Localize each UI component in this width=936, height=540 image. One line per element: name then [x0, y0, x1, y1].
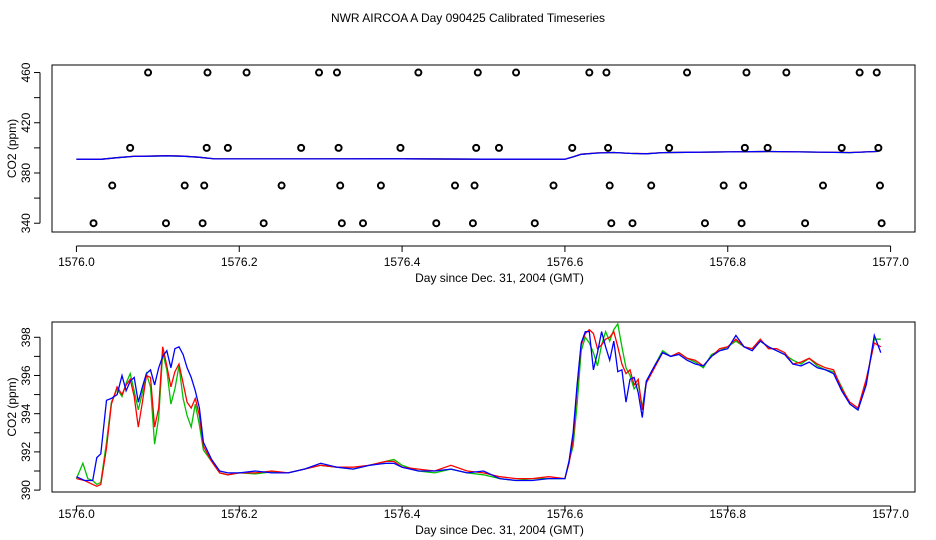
x-tick-label: 1576.6: [547, 507, 584, 521]
data-point: [549, 181, 558, 190]
data-point: [259, 219, 268, 228]
data-point: [737, 219, 746, 228]
data-point: [801, 219, 810, 228]
data-point: [470, 181, 479, 190]
data-point: [472, 143, 481, 152]
data-point: [200, 181, 209, 190]
x-tick-label: 1577.0: [872, 255, 909, 269]
plot-area: [75, 322, 882, 488]
data-point: [359, 219, 368, 228]
data-point: [607, 219, 616, 228]
data-point: [782, 68, 791, 77]
data-point: [740, 143, 749, 152]
data-point: [203, 68, 212, 77]
data-point: [223, 143, 232, 152]
series-line-blue: [76, 150, 879, 160]
data-point: [432, 219, 441, 228]
data-point: [414, 68, 423, 77]
data-point: [604, 143, 613, 152]
data-point: [89, 219, 98, 228]
data-point: [700, 219, 709, 228]
data-point: [605, 181, 614, 190]
data-point: [585, 68, 594, 77]
data-point: [719, 181, 728, 190]
data-point: [396, 143, 405, 152]
data-point: [683, 68, 692, 77]
x-axis-title: Day since Dec. 31, 2004 (GMT): [415, 271, 584, 285]
data-point: [628, 219, 637, 228]
data-point: [297, 143, 306, 152]
data-point: [161, 219, 170, 228]
data-point: [647, 181, 656, 190]
y-tick-label: 394: [19, 403, 33, 423]
data-point: [336, 181, 345, 190]
x-tick-label: 1576.0: [58, 255, 95, 269]
series-line-red: [76, 328, 882, 488]
data-point: [376, 181, 385, 190]
chart-panel-1: 1576.0 1576.2 1576.4 1576.6 1576.8 1577.0 340 3…: [5, 62, 916, 285]
data-point: [242, 68, 251, 77]
data-point: [512, 68, 521, 77]
data-point: [180, 181, 189, 190]
plot-frame: [51, 64, 916, 233]
data-point: [144, 68, 153, 77]
chart-panel-2: 1576.0 1576.2 1576.4 1576.6 1576.8 1577.0 390 3…: [5, 321, 916, 537]
data-point: [332, 68, 341, 77]
y-tick-label: 460: [19, 62, 33, 82]
data-point: [874, 143, 883, 152]
data-point: [530, 219, 539, 228]
x-tick-label: 1576.0: [58, 507, 95, 521]
x-tick-label: 1576.2: [221, 507, 258, 521]
y-tick-label: 396: [19, 365, 33, 385]
series-line-green: [76, 150, 879, 160]
data-point: [468, 219, 477, 228]
x-tick-label: 1576.8: [709, 507, 746, 521]
y-tick-label: 390: [19, 480, 33, 500]
data-point: [872, 68, 881, 77]
x-tick-label: 1576.4: [384, 255, 421, 269]
series-line-red: [76, 150, 879, 160]
y-axis-title: CO2 (ppm): [5, 377, 19, 436]
data-point: [763, 143, 772, 152]
data-point: [742, 68, 751, 77]
data-point: [473, 68, 482, 77]
data-point: [451, 181, 460, 190]
y-tick-label: 340: [19, 213, 33, 233]
y-tick-label: 420: [19, 112, 33, 132]
data-point: [568, 143, 577, 152]
y-tick-label: 398: [19, 327, 33, 347]
data-point: [602, 68, 611, 77]
data-point: [739, 181, 748, 190]
data-point: [665, 143, 674, 152]
x-tick-label: 1577.0: [872, 507, 909, 521]
data-point: [126, 143, 135, 152]
data-point: [855, 68, 864, 77]
data-point: [315, 68, 324, 77]
plot-area: [76, 68, 886, 228]
data-point: [334, 143, 343, 152]
x-tick-label: 1576.4: [384, 507, 421, 521]
data-point: [875, 181, 884, 190]
data-point: [337, 219, 346, 228]
data-point: [198, 219, 207, 228]
series-line-blue: [76, 330, 882, 482]
x-axis-title: Day since Dec. 31, 2004 (GMT): [415, 523, 584, 537]
data-point: [494, 143, 503, 152]
x-tick-label: 1576.8: [709, 255, 746, 269]
x-tick-label: 1576.2: [221, 255, 258, 269]
data-point: [877, 219, 886, 228]
y-tick-label: 380: [19, 163, 33, 183]
data-point: [202, 143, 211, 152]
y-axis-title: CO2 (ppm): [5, 119, 19, 178]
data-point: [108, 181, 117, 190]
plot-frame: [51, 321, 916, 493]
y-tick-label: 392: [19, 442, 33, 462]
x-tick-label: 1576.6: [547, 255, 584, 269]
figure-title: NWR AIRCOA A Day 090425 Calibrated Times…: [331, 11, 605, 25]
data-point: [277, 181, 286, 190]
data-point: [819, 181, 828, 190]
data-point: [837, 143, 846, 152]
